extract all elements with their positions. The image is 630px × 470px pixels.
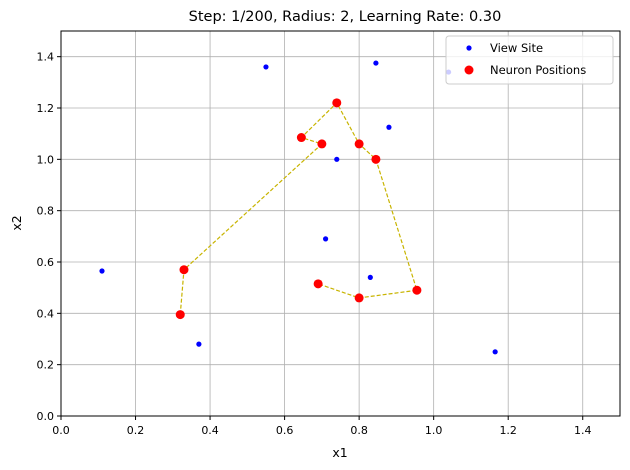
neuron-position-point [412,285,422,295]
x-tick-label: 1.0 [425,424,443,437]
view-site-point [263,64,269,70]
y-axis-label: x2 [9,215,24,230]
legend-label: Neuron Positions [490,63,586,77]
y-tick-label: 1.2 [37,102,55,115]
x-tick-label: 0.6 [276,424,294,437]
legend-label: View Site [490,41,543,55]
view-site-point [322,236,329,242]
chart-title: Step: 1/200, Radius: 2, Learning Rate: 0… [189,9,502,25]
neuron-position-point [332,98,342,108]
neuron-position-point [371,154,381,164]
points [99,60,498,355]
y-tick-label: 0.0 [37,410,55,423]
view-site-point [334,156,340,162]
neuron-position-point [175,310,185,320]
view-site-point [99,268,105,274]
view-site-point [367,274,373,280]
y-tick-label: 0.6 [37,256,55,269]
legend-box [445,35,614,85]
neuron-position-point [354,293,364,303]
view-site-point [386,124,392,130]
x-tick-label: 0.0 [52,424,70,437]
y-tick-label: 1.0 [37,153,55,166]
x-tick-label: 0.4 [201,424,219,437]
neuron-position-point [179,265,189,275]
view-site-point [196,341,202,347]
grid [60,31,620,417]
neuron-path-line [179,101,418,315]
x-axis-label: x1 [332,445,347,460]
neuron-position-point [313,279,323,289]
x-tick-label: 0.2 [127,424,145,437]
legend: View Site Neuron Positions [445,35,614,85]
neuron-position-point [354,139,364,149]
y-tick-label: 0.8 [37,205,55,218]
ticks: 0.0 0.2 0.4 0.6 0.8 1.0 1.2 1.4 0.0 0.2 0.4 0.6 0.8 1… [37,51,592,437]
legend-marker [466,45,472,51]
neuron-position-point [296,133,306,143]
legend-marker [464,65,474,75]
view-site-point [373,60,379,66]
y-tick-label: 0.2 [37,359,55,372]
axes-frame [60,30,621,417]
y-tick-label: 0.4 [37,307,55,320]
view-site-point [492,349,498,355]
x-tick-label: 1.2 [499,424,517,437]
x-tick-label: 1.4 [574,424,592,437]
neuron-position-point [317,139,327,149]
x-tick-label: 0.8 [350,424,368,437]
neuron-path [179,101,418,315]
y-tick-label: 1.4 [37,51,55,64]
